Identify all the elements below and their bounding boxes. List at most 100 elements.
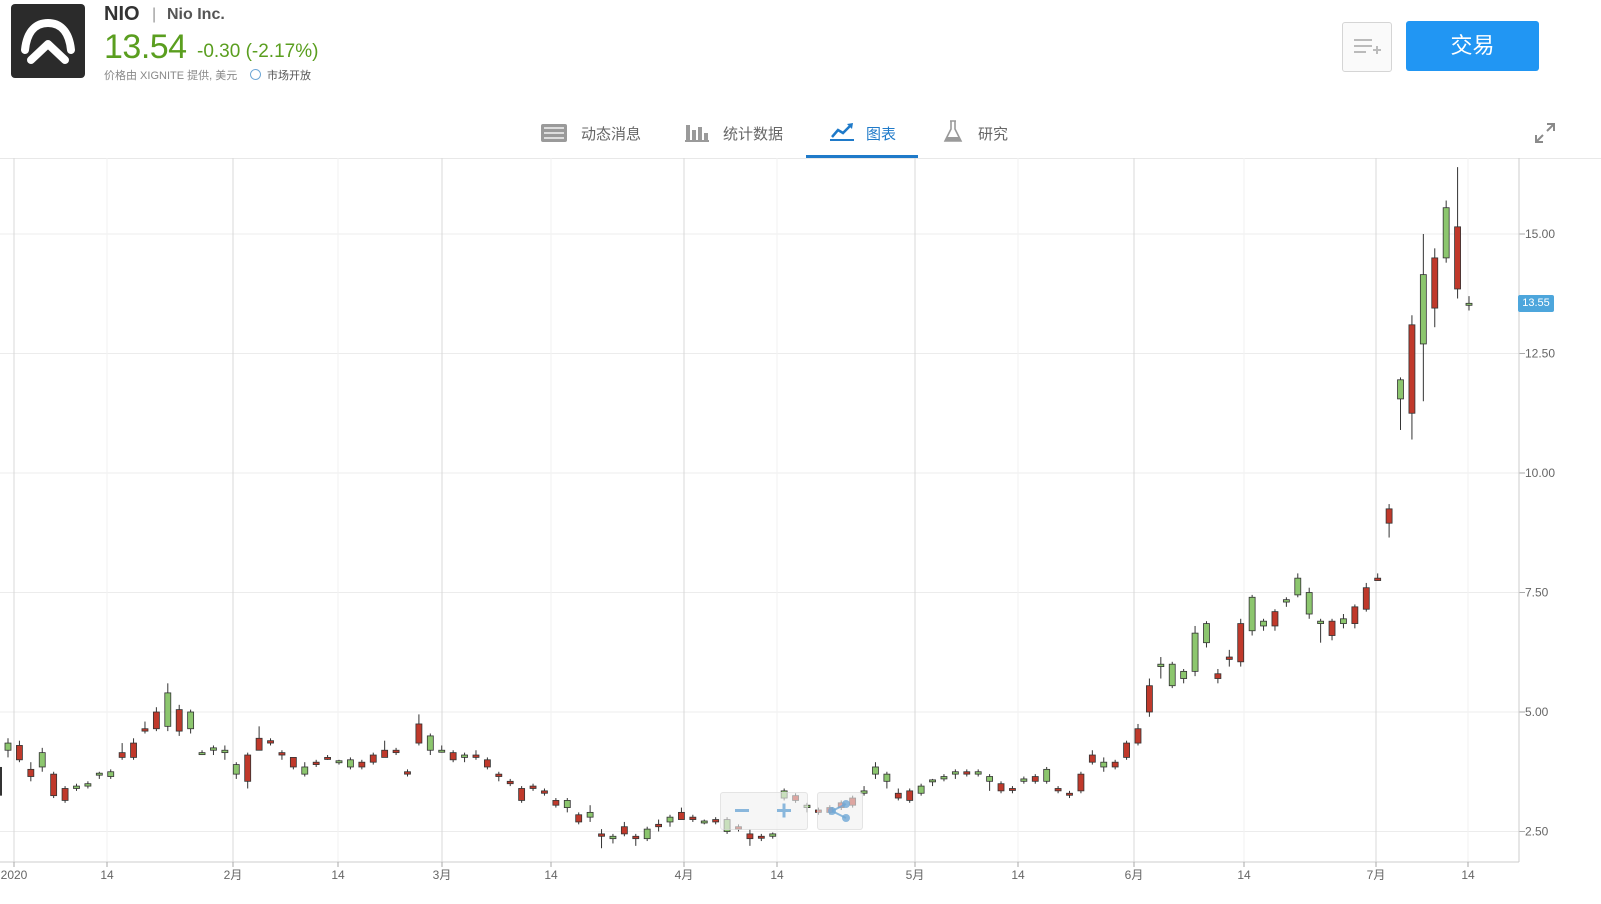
candle (1362, 582, 1370, 612)
candle (312, 759, 320, 767)
tab-research[interactable]: 研究 (943, 108, 1023, 158)
candle (620, 821, 628, 837)
last-price-tag: 13.55 (1518, 295, 1554, 312)
candle (1260, 618, 1267, 631)
add-to-watchlist-button[interactable] (1342, 22, 1392, 72)
candle (1031, 774, 1039, 784)
section-tabs: 动态消息 统计数据 图表 研究 (0, 108, 1601, 159)
candle (415, 714, 423, 746)
x-tick-label: 4月 (675, 868, 694, 882)
x-tick-label: 14 (1237, 868, 1251, 882)
candle (232, 762, 240, 779)
candle (506, 778, 514, 787)
candle (38, 747, 46, 772)
candle (426, 733, 434, 756)
current-price: 13.54 (104, 28, 187, 66)
candle (986, 774, 994, 791)
company-name: Nio Inc. (167, 6, 225, 23)
tab-news-feed[interactable]: 动态消息 (540, 108, 660, 158)
tab-chart[interactable]: 图表 (830, 108, 910, 158)
candle (997, 781, 1005, 794)
candle (541, 788, 548, 796)
price-change: -0.30 (-2.17%) (197, 41, 319, 62)
candle (16, 740, 23, 763)
clock-icon (250, 69, 261, 80)
candle (1328, 618, 1336, 641)
candle (666, 814, 674, 827)
nio-logo (11, 4, 85, 78)
candle (940, 774, 948, 782)
candle (586, 805, 594, 822)
candle (461, 752, 468, 763)
x-tick-label: 6月 (1125, 868, 1144, 882)
candle (278, 750, 286, 760)
candle (1214, 668, 1222, 684)
candle (746, 829, 754, 846)
x-tick-label: 14 (100, 868, 114, 882)
candle (369, 752, 377, 765)
candle (118, 743, 126, 760)
x-tick-label: 14 (331, 868, 345, 882)
instrument-header: NIO | Nio Inc. 13.54 -0.30 (-2.17%) 价格由 … (0, 0, 1601, 109)
candle (518, 786, 526, 803)
candle (472, 750, 480, 760)
candle (1408, 315, 1416, 440)
candle (1248, 594, 1256, 636)
y-tick-label: 5.00 (1525, 705, 1549, 719)
y-tick-label: 7.50 (1525, 586, 1549, 600)
candle (1146, 678, 1153, 717)
candle (289, 757, 297, 770)
candle (906, 788, 914, 803)
y-tick-label: 12.50 (1525, 347, 1555, 361)
x-axis: 2020 14 2月 14 3月 14 4月 14 5月 14 6月 14 7月 14 (0, 861, 1519, 882)
candle (1351, 604, 1359, 629)
candle (324, 755, 331, 760)
candle (392, 747, 400, 756)
price-chart[interactable]: 15.00 12.50 10.00 7.50 5.00 2.50 2020 14 2月 14 3月… (0, 158, 1601, 904)
candle (529, 783, 537, 791)
candle (1397, 377, 1404, 430)
candle (1431, 248, 1439, 328)
candle (381, 740, 389, 758)
fullscreen-icon[interactable] (1534, 122, 1556, 144)
candle (1157, 657, 1165, 679)
candle (883, 771, 891, 789)
share-icon[interactable] (818, 793, 862, 829)
candle (552, 798, 560, 808)
candle (244, 752, 252, 789)
x-tick-label: 2月 (224, 868, 243, 882)
candle (27, 762, 35, 782)
candle (917, 783, 925, 796)
candle (152, 707, 160, 732)
candle (255, 726, 263, 751)
candle (1454, 167, 1461, 299)
minus-icon[interactable] (735, 809, 749, 812)
x-tick-label: 14 (770, 868, 784, 882)
candle (678, 807, 685, 820)
plus-icon[interactable] (777, 803, 791, 818)
candle (358, 759, 366, 770)
candle (4, 738, 12, 758)
candle (643, 826, 651, 842)
candle (107, 769, 115, 779)
active-tab-indicator (806, 155, 918, 158)
candle (974, 769, 982, 777)
x-tick-label: 5月 (906, 868, 925, 882)
bar-chart-icon (685, 125, 709, 142)
candle (301, 762, 309, 777)
candle (575, 812, 583, 825)
x-tick-label: 7月 (1367, 868, 1386, 882)
candle (1442, 200, 1450, 263)
chart-grid (0, 158, 1519, 862)
tab-label: 统计数据 (723, 126, 784, 143)
candle (769, 832, 777, 839)
candle (141, 721, 149, 734)
share-control (817, 792, 863, 830)
watchlist-add-icon (1354, 39, 1381, 54)
candle (404, 769, 411, 777)
candle (438, 745, 446, 753)
candle (632, 833, 640, 846)
tab-statistics[interactable]: 统计数据 (685, 108, 795, 158)
trade-button[interactable]: 交易 (1406, 21, 1539, 71)
candle (1088, 750, 1096, 765)
